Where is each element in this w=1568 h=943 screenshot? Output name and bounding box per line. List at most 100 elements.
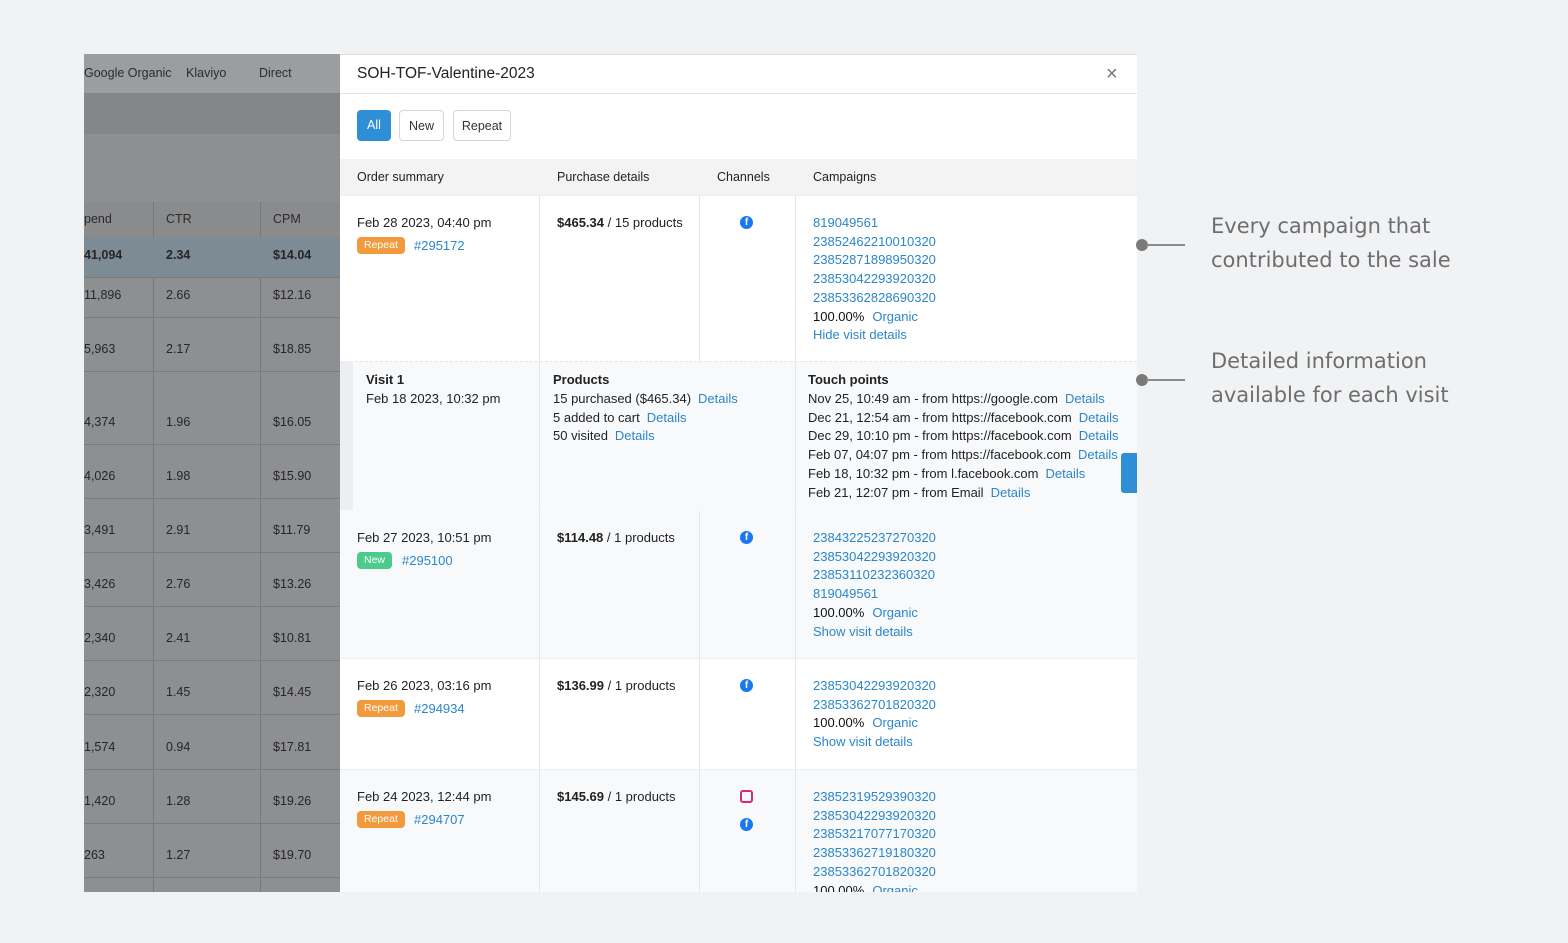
cell: 1.27 [166, 848, 191, 862]
cell: 1.28 [166, 794, 191, 808]
attribution: 100.00% Organic [813, 309, 918, 324]
cell: 1.96 [166, 415, 191, 429]
annotation-text: available for each visit [1211, 383, 1449, 407]
source[interactable]: Organic [872, 715, 918, 731]
details-link[interactable]: Details [990, 484, 1031, 500]
visit-toggle[interactable]: Show visit details [813, 734, 913, 750]
order-row [340, 658, 1137, 770]
cell: $14.45 [273, 685, 312, 699]
details-link[interactable]: Details [1078, 428, 1119, 444]
source[interactable]: Organic [872, 882, 918, 893]
campaign-id[interactable]: 23853362719180320 [813, 845, 936, 861]
col-line [699, 658, 700, 769]
details-link[interactable]: Details [1065, 391, 1105, 406]
campaign-id[interactable]: 23853110232360320 [813, 567, 935, 583]
row-line [84, 823, 340, 824]
cell: 2,340 [84, 631, 116, 645]
pointer-line [1146, 379, 1185, 381]
close-button[interactable]: × [1106, 63, 1118, 85]
visit-line: Feb 07, 04:07 pm - from https://facebook… [808, 447, 1118, 462]
cell: 2.91 [166, 523, 191, 537]
amount: $465.34 [557, 215, 604, 230]
order-date: Feb 27 2023, 10:51 pm [357, 530, 492, 545]
modal-title: SOH-TOF-Valentine-2023 [357, 65, 535, 82]
visit-date: Feb 18 2023, 10:32 pm [366, 391, 501, 406]
details-link[interactable]: Details [698, 391, 738, 406]
cell: $17.81 [273, 740, 312, 754]
line-text: Dec 21, 12:54 am - from https://facebook… [808, 409, 1072, 425]
pointer-line [1146, 244, 1185, 246]
column-header: Campaigns [813, 170, 877, 184]
visit-toggle[interactable]: Hide visit details [813, 327, 907, 343]
col-line [699, 195, 700, 361]
campaign-id[interactable]: 23853362828690320 [813, 289, 936, 305]
badge: Repeat [357, 811, 405, 828]
amount: $114.48 [557, 530, 604, 545]
filter-button[interactable]: New [399, 110, 444, 141]
campaign-id[interactable]: 23852871898950320 [813, 252, 936, 268]
visit-line: Feb 21, 12:07 pm - from Email Details [808, 485, 1030, 500]
campaign-id[interactable]: 819049561 [813, 215, 879, 230]
purchase: $145.69 / 1 products [557, 789, 676, 804]
touch-title: Touch points [808, 372, 889, 387]
campaign-id[interactable]: 23853042293920320 [813, 807, 936, 823]
col-line [539, 510, 540, 658]
visit-panel [340, 361, 1137, 511]
row-line [84, 277, 340, 278]
campaign-id[interactable]: 23853042293920320 [813, 678, 936, 693]
line-text: Dec 29, 10:10 pm - from https://facebook… [808, 428, 1072, 444]
col-line [795, 195, 796, 361]
col-line [795, 658, 796, 769]
campaign-id[interactable]: 23853362701820320 [813, 863, 936, 879]
cell: 3,426 [84, 577, 116, 591]
pointer-dot [1136, 239, 1148, 251]
column-header: CTR [166, 212, 192, 226]
order-row [340, 769, 1137, 892]
order-id[interactable]: #295172 [414, 238, 465, 253]
cell: $13.26 [273, 577, 312, 591]
annotation-text: Detailed information [1211, 349, 1427, 373]
filter-button[interactable]: All [357, 110, 391, 141]
order-id[interactable]: #294707 [414, 812, 465, 827]
filter-button[interactable]: Repeat [453, 110, 511, 141]
details-link[interactable]: Details [646, 409, 687, 425]
campaign-id[interactable]: 23853217077170320 [813, 826, 936, 842]
details-link[interactable]: Details [1078, 409, 1119, 425]
row-line [84, 444, 340, 445]
column-header: CPM [273, 212, 301, 226]
cell: $18.85 [273, 342, 312, 356]
source[interactable]: Organic [872, 308, 918, 324]
pointer-dot [1136, 374, 1148, 386]
campaign-id[interactable]: 23843225237270320 [813, 530, 936, 545]
product-count: / 1 products [603, 530, 675, 545]
facebook-icon: f [740, 818, 753, 831]
cell: $12.16 [273, 288, 312, 302]
help-tab[interactable] [1121, 453, 1137, 493]
visit-toggle[interactable]: Show visit details [813, 623, 913, 639]
cell: 5,963 [84, 342, 116, 356]
campaign-id[interactable]: 23853042293920320 [813, 271, 936, 287]
campaign-id[interactable]: 819049561 [813, 586, 879, 602]
source[interactable]: Organic [872, 604, 918, 620]
column-header: Channels [717, 170, 770, 184]
campaign-id[interactable]: 23852462210010320 [813, 233, 936, 249]
campaign-id[interactable]: 23853042293920320 [813, 548, 936, 564]
campaign-id[interactable]: 23852319529390320 [813, 789, 936, 804]
order-modal: SOH-TOF-Valentine-2023 × All New Repeat Order… [340, 54, 1137, 892]
product-count: / 15 products [604, 215, 683, 230]
order-id[interactable]: #295100 [402, 553, 453, 568]
share: 100.00% [813, 308, 865, 324]
col-line [539, 195, 540, 361]
purchase: $114.48 / 1 products [557, 530, 675, 545]
cell: 2.66 [166, 288, 191, 302]
amount: $145.69 [557, 789, 604, 804]
order-id[interactable]: #294934 [414, 701, 465, 716]
details-link[interactable]: Details [614, 428, 655, 444]
facebook-icon: f [740, 531, 753, 544]
details-link[interactable]: Details [1078, 447, 1118, 463]
details-link[interactable]: Details [1045, 465, 1086, 481]
product-count: / 1 products [604, 678, 676, 693]
cell: 2.76 [166, 577, 191, 591]
facebook-icon: f [740, 216, 753, 229]
campaign-id[interactable]: 23853362701820320 [813, 696, 936, 712]
